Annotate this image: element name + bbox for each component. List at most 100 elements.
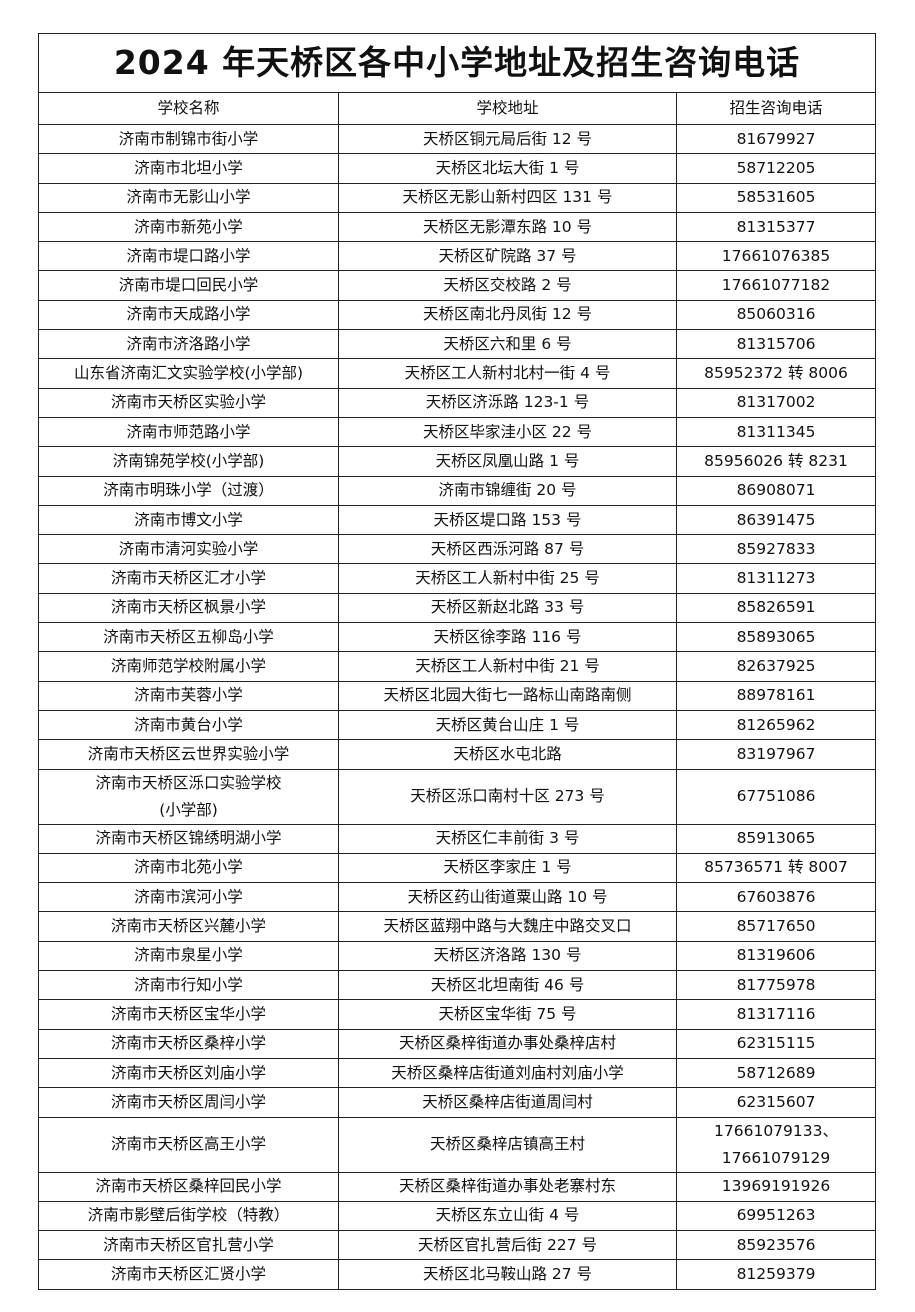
- school-name: 济南市济洛路小学: [38, 329, 339, 360]
- school-address: 天桥区官扎营后街 227 号: [338, 1230, 677, 1261]
- school-name: 济南市天桥区高王小学: [38, 1116, 339, 1173]
- school-name: 济南市天桥区桑梓回民小学: [38, 1171, 339, 1202]
- table-row: 济南市天桥区锦绣明湖小学 天桥区仁丰前街 3 号 85913065: [38, 823, 877, 854]
- school-name: 济南市北坦小学: [38, 153, 339, 184]
- school-address: 天桥区铜元局后街 12 号: [338, 123, 677, 155]
- table-row: 济南市天桥区云世界实验小学 天桥区水屯北路 83197967: [38, 739, 877, 770]
- table-row: 济南市天桥区汇贤小学 天桥区北马鞍山路 27 号 81259379: [38, 1259, 877, 1290]
- school-name: 济南市清河实验小学: [38, 534, 339, 565]
- school-address: 天桥区桑梓店街道刘庙村刘庙小学: [338, 1057, 677, 1089]
- school-name: 山东省济南汇文实验学校(小学部): [38, 358, 339, 389]
- table-row: 济南市北坦小学 天桥区北坛大街 1 号 58712205: [38, 153, 877, 184]
- school-address: 天桥区东立山街 4 号: [338, 1200, 677, 1232]
- school-name: 济南市天桥区宝华小学: [38, 999, 339, 1030]
- school-address: 天桥区六和里 6 号: [338, 329, 677, 360]
- school-name: 济南市天桥区刘庙小学: [38, 1057, 339, 1089]
- table-row: 济南市新苑小学 天桥区无影潭东路 10 号 81315377: [38, 211, 877, 243]
- table-row: 济南市堤口回民小学 天桥区交校路 2 号 17661077182: [38, 270, 877, 301]
- school-address: 天桥区北园大街七一路标山南路南侧: [338, 680, 677, 711]
- phone: 85060316: [675, 299, 877, 331]
- header-cell: 学校地址: [338, 92, 677, 125]
- phone: 58712205: [675, 153, 877, 184]
- phone: 81315706: [675, 329, 877, 360]
- school-name: 济南市堤口路小学: [38, 241, 339, 272]
- school-name: 济南市黄台小学: [38, 709, 339, 741]
- phone: 86908071: [675, 475, 877, 506]
- table-row: 济南市明珠小学（过渡） 济南市锦缠街 20 号 86908071: [38, 475, 877, 506]
- table-row: 济南市天桥区周闫小学 天桥区桑梓店街道周闫村 62315607: [38, 1087, 877, 1118]
- table-row: 济南锦苑学校(小学部) 天桥区凤凰山路 1 号 85956026 转 8231: [38, 446, 877, 477]
- phone: 85923576: [675, 1230, 877, 1261]
- table-row: 济南市天桥区桑梓小学 天桥区桑梓街道办事处桑梓店村 62315115: [38, 1028, 877, 1059]
- phone: 69951263: [675, 1200, 877, 1232]
- school-name: 济南市明珠小学（过渡）: [38, 475, 339, 506]
- school-name: 济南市无影山小学: [38, 182, 339, 213]
- table-row: 济南市泉星小学 天桥区济洛路 130 号 81319606: [38, 940, 877, 972]
- school-address: 天桥区水屯北路: [338, 739, 677, 770]
- table-row: 济南市天桥区桑梓回民小学 天桥区桑梓街道办事处老寨村东 13969191926: [38, 1171, 877, 1202]
- phone: 17661077182: [675, 270, 877, 301]
- phone: 17661076385: [675, 241, 877, 272]
- school-address: 天桥区交校路 2 号: [338, 270, 677, 301]
- school-address: 天桥区桑梓街道办事处老寨村东: [338, 1171, 677, 1202]
- school-name: 济南市天桥区泺口实验学校 (小学部): [38, 768, 339, 825]
- school-name: 济南市天桥区五柳岛小学: [38, 622, 339, 653]
- phone: 81315377: [675, 211, 877, 243]
- school-address: 天桥区济泺路 123-1 号: [338, 387, 677, 418]
- phone: 85913065: [675, 823, 877, 854]
- school-name: 济南市天桥区云世界实验小学: [38, 739, 339, 770]
- school-address: 天桥区毕家洼小区 22 号: [338, 416, 677, 448]
- school-name: 济南市天桥区汇贤小学: [38, 1259, 339, 1290]
- school-name: 济南市天桥区锦绣明湖小学: [38, 823, 339, 854]
- phone: 62315115: [675, 1028, 877, 1059]
- table-row: 济南市芙蓉小学 天桥区北园大街七一路标山南路南侧 88978161: [38, 680, 877, 711]
- school-address: 天桥区无影潭东路 10 号: [338, 211, 677, 243]
- phone: 81311345: [675, 416, 877, 448]
- table-row: 济南市天成路小学 天桥区南北丹凤街 12 号 85060316: [38, 299, 877, 331]
- phone: 85927833: [675, 534, 877, 565]
- phone: 62315607: [675, 1087, 877, 1118]
- school-address: 天桥区南北丹凤街 12 号: [338, 299, 677, 331]
- phone: 85717650: [675, 911, 877, 942]
- table-row: 济南市天桥区官扎营小学 天桥区官扎营后街 227 号 85923576: [38, 1230, 877, 1261]
- table-row: 山东省济南汇文实验学校(小学部) 天桥区工人新村北村一街 4 号 85952372 …: [38, 358, 877, 389]
- school-address: 天桥区宝华街 75 号: [338, 999, 677, 1030]
- school-address: 天桥区泺口南村十区 273 号: [338, 768, 677, 825]
- school-address: 天桥区黄台山庄 1 号: [338, 709, 677, 741]
- school-address: 天桥区北坛大街 1 号: [338, 153, 677, 184]
- table-row: 济南市影壁后街学校（特教） 天桥区东立山街 4 号 69951263: [38, 1200, 877, 1232]
- school-name: 济南锦苑学校(小学部): [38, 446, 339, 477]
- school-address: 天桥区济洛路 130 号: [338, 940, 677, 972]
- phone: 58712689: [675, 1057, 877, 1089]
- school-name: 济南市堤口回民小学: [38, 270, 339, 301]
- school-table: 2024 年天桥区各中小学地址及招生咨询电话 学校名称 学校地址 招生咨询电话 …: [37, 33, 877, 1290]
- school-name: 济南市北苑小学: [38, 852, 339, 884]
- school-name: 济南市芙蓉小学: [38, 680, 339, 711]
- table-row: 济南市黄台小学 天桥区黄台山庄 1 号 81265962: [38, 709, 877, 741]
- phone: 81265962: [675, 709, 877, 741]
- phone: 81319606: [675, 940, 877, 972]
- table-row: 济南市天桥区高王小学 天桥区桑梓店镇高王村 17661079133、 1766107…: [38, 1116, 877, 1173]
- table-row: 济南市天桥区宝华小学 天桥区宝华街 75 号 81317116: [38, 999, 877, 1030]
- phone: 86391475: [675, 504, 877, 536]
- phone: 82637925: [675, 651, 877, 682]
- table-row: 济南市天桥区汇才小学 天桥区工人新村中街 25 号 81311273: [38, 563, 877, 594]
- phone: 67603876: [675, 882, 877, 913]
- school-name: 济南市师范路小学: [38, 416, 339, 448]
- school-address: 天桥区北坦南街 46 号: [338, 970, 677, 1001]
- school-address: 天桥区桑梓街道办事处桑梓店村: [338, 1028, 677, 1059]
- table-row: 济南市无影山小学 天桥区无影山新村四区 131 号 58531605: [38, 182, 877, 213]
- school-address: 天桥区蓝翔中路与大魏庄中路交叉口: [338, 911, 677, 942]
- phone: 17661079133、 17661079129: [675, 1116, 877, 1173]
- table-row: 济南市天桥区实验小学 天桥区济泺路 123-1 号 81317002: [38, 387, 877, 418]
- header-cell: 学校名称: [38, 92, 339, 125]
- school-address: 天桥区矿院路 37 号: [338, 241, 677, 272]
- phone: 85893065: [675, 622, 877, 653]
- school-name: 济南师范学校附属小学: [38, 651, 339, 682]
- school-name: 济南市博文小学: [38, 504, 339, 536]
- school-address: 天桥区西泺河路 87 号: [338, 534, 677, 565]
- school-name: 济南市滨河小学: [38, 882, 339, 913]
- school-name: 济南市行知小学: [38, 970, 339, 1001]
- school-name: 济南市新苑小学: [38, 211, 339, 243]
- school-name: 济南市泉星小学: [38, 940, 339, 972]
